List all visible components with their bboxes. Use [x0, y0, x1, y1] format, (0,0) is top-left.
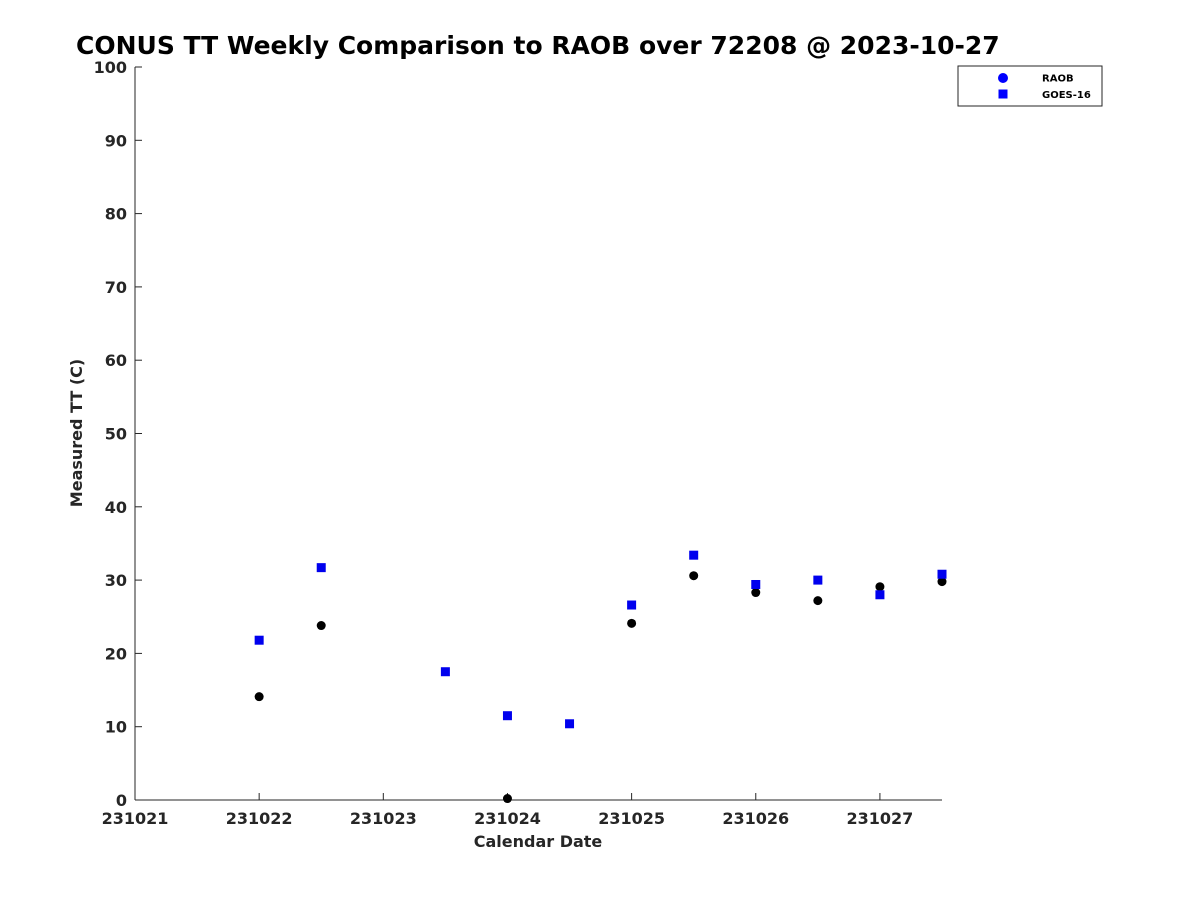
raob-point [254, 692, 264, 702]
y-tick-label: 20 [105, 644, 127, 663]
x-tick-label: 231024 [474, 809, 541, 828]
y-axis-label: Measured TT (C) [67, 359, 86, 507]
legend: RAOB GOES-16 [957, 65, 1103, 107]
y-tick-label: 50 [105, 425, 127, 444]
x-ticks: 231021 231022 231023 231024 231025 231026 2310… [102, 793, 914, 828]
y-tick-label: 40 [105, 498, 127, 517]
goes16-point [440, 667, 450, 677]
y-tick-label: 10 [105, 718, 127, 737]
goes16-point [751, 579, 761, 589]
y-tick-label: 60 [105, 351, 127, 370]
y-tick-label: 30 [105, 571, 127, 590]
legend-goes16-marker [998, 89, 1008, 99]
goes16-point [689, 550, 699, 560]
y-tick-label: 90 [105, 131, 127, 150]
y-tick-label: 70 [105, 278, 127, 297]
goes16-point [937, 569, 947, 579]
raob-point [875, 582, 885, 592]
y-tick-label: 100 [94, 58, 127, 77]
goes16-point [316, 563, 326, 573]
data-points [254, 550, 947, 804]
axes [134, 67, 942, 801]
goes16-point [502, 711, 512, 721]
x-tick-label: 231025 [598, 809, 665, 828]
raob-point [502, 794, 512, 804]
legend-raob-label: RAOB [1042, 74, 1074, 85]
x-tick-label: 231027 [847, 809, 914, 828]
x-tick-label: 231022 [226, 809, 293, 828]
x-axis-label: Calendar Date [474, 832, 603, 851]
goes16-point [813, 575, 823, 585]
chart-title: CONUS TT Weekly Comparison to RAOB over … [76, 31, 1000, 60]
goes16-point [254, 635, 264, 645]
raob-point [316, 621, 326, 631]
x-tick-label: 231021 [102, 809, 169, 828]
raob-point [813, 596, 823, 606]
x-tick-label: 231023 [350, 809, 417, 828]
legend-box [957, 65, 1103, 107]
goes16-point [627, 600, 637, 610]
goes16-point [875, 590, 885, 600]
goes16-point [565, 719, 575, 729]
y-tick-label: 0 [116, 791, 127, 810]
x-tick-label: 231026 [722, 809, 789, 828]
y-tick-label: 80 [105, 205, 127, 224]
raob-point [751, 588, 761, 598]
raob-point [937, 577, 947, 587]
raob-point [627, 618, 637, 628]
raob-point [689, 571, 699, 581]
y-ticks: 0 10 20 30 40 50 60 70 80 90 100 [94, 58, 142, 810]
legend-raob-marker [998, 73, 1008, 83]
legend-goes16-label: GOES-16 [1042, 90, 1091, 101]
